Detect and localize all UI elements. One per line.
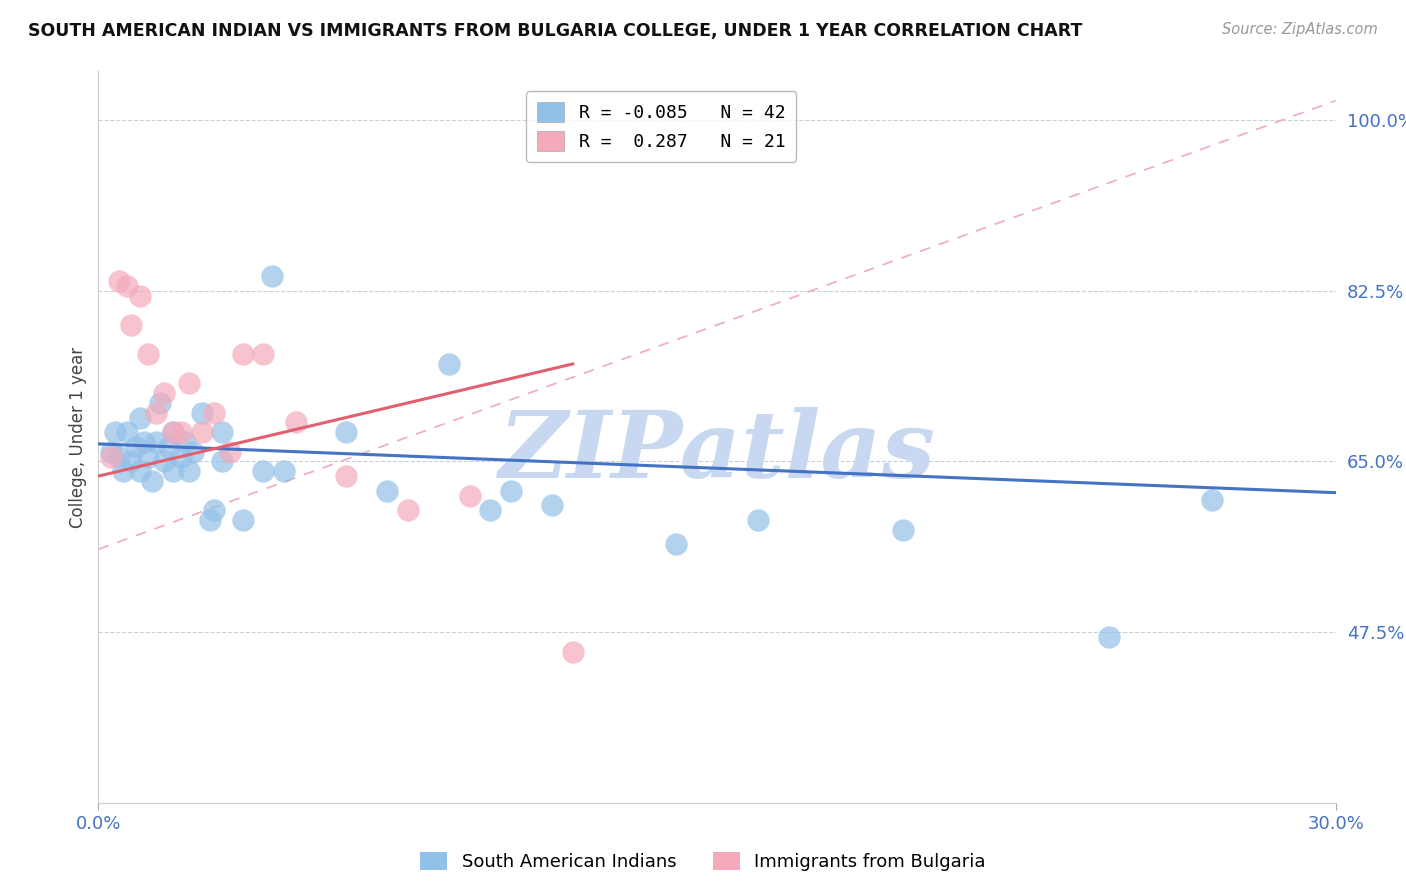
Point xyxy=(104,425,127,440)
Point xyxy=(396,503,419,517)
Point xyxy=(136,450,159,464)
Point xyxy=(219,444,242,458)
Point xyxy=(117,425,139,440)
Point xyxy=(479,503,502,517)
Point xyxy=(665,537,688,551)
Point xyxy=(153,386,176,401)
Point xyxy=(335,425,357,440)
Point xyxy=(100,450,122,464)
Point xyxy=(136,347,159,361)
Point xyxy=(1098,630,1121,644)
Point xyxy=(145,406,167,420)
Point xyxy=(132,434,155,449)
Legend: R = -0.085   N = 42, R =  0.287   N = 21: R = -0.085 N = 42, R = 0.287 N = 21 xyxy=(526,91,796,161)
Point xyxy=(211,454,233,468)
Point xyxy=(202,503,225,517)
Point xyxy=(232,513,254,527)
Point xyxy=(174,434,197,449)
Point xyxy=(162,464,184,478)
Point xyxy=(285,416,308,430)
Point xyxy=(162,425,184,440)
Point xyxy=(232,347,254,361)
Point xyxy=(141,474,163,488)
Text: Source: ZipAtlas.com: Source: ZipAtlas.com xyxy=(1222,22,1378,37)
Point xyxy=(128,288,150,302)
Point xyxy=(1201,493,1223,508)
Point xyxy=(157,440,180,454)
Point xyxy=(108,274,131,288)
Point xyxy=(124,440,146,454)
Point xyxy=(120,318,142,332)
Point xyxy=(252,464,274,478)
Point xyxy=(211,425,233,440)
Point xyxy=(162,425,184,440)
Point xyxy=(112,464,135,478)
Point xyxy=(747,513,769,527)
Point xyxy=(120,454,142,468)
Legend: South American Indians, Immigrants from Bulgaria: South American Indians, Immigrants from … xyxy=(413,845,993,879)
Point xyxy=(335,469,357,483)
Point xyxy=(145,434,167,449)
Point xyxy=(170,450,193,464)
Y-axis label: College, Under 1 year: College, Under 1 year xyxy=(69,346,87,528)
Point xyxy=(190,406,212,420)
Point xyxy=(561,645,583,659)
Point xyxy=(149,396,172,410)
Point xyxy=(375,483,398,498)
Text: SOUTH AMERICAN INDIAN VS IMMIGRANTS FROM BULGARIA COLLEGE, UNDER 1 YEAR CORRELAT: SOUTH AMERICAN INDIAN VS IMMIGRANTS FROM… xyxy=(28,22,1083,40)
Point xyxy=(181,444,204,458)
Point xyxy=(891,523,914,537)
Point xyxy=(170,425,193,440)
Point xyxy=(273,464,295,478)
Point xyxy=(190,425,212,440)
Point xyxy=(260,269,283,284)
Point xyxy=(117,279,139,293)
Point xyxy=(252,347,274,361)
Text: ZIPatlas: ZIPatlas xyxy=(499,407,935,497)
Point xyxy=(128,464,150,478)
Point xyxy=(202,406,225,420)
Point xyxy=(108,450,131,464)
Point xyxy=(458,489,481,503)
Point xyxy=(100,444,122,458)
Point xyxy=(153,454,176,468)
Point xyxy=(179,376,201,391)
Point xyxy=(179,464,201,478)
Point xyxy=(198,513,221,527)
Point xyxy=(128,410,150,425)
Point xyxy=(541,499,564,513)
Point xyxy=(499,483,522,498)
Point xyxy=(437,357,460,371)
